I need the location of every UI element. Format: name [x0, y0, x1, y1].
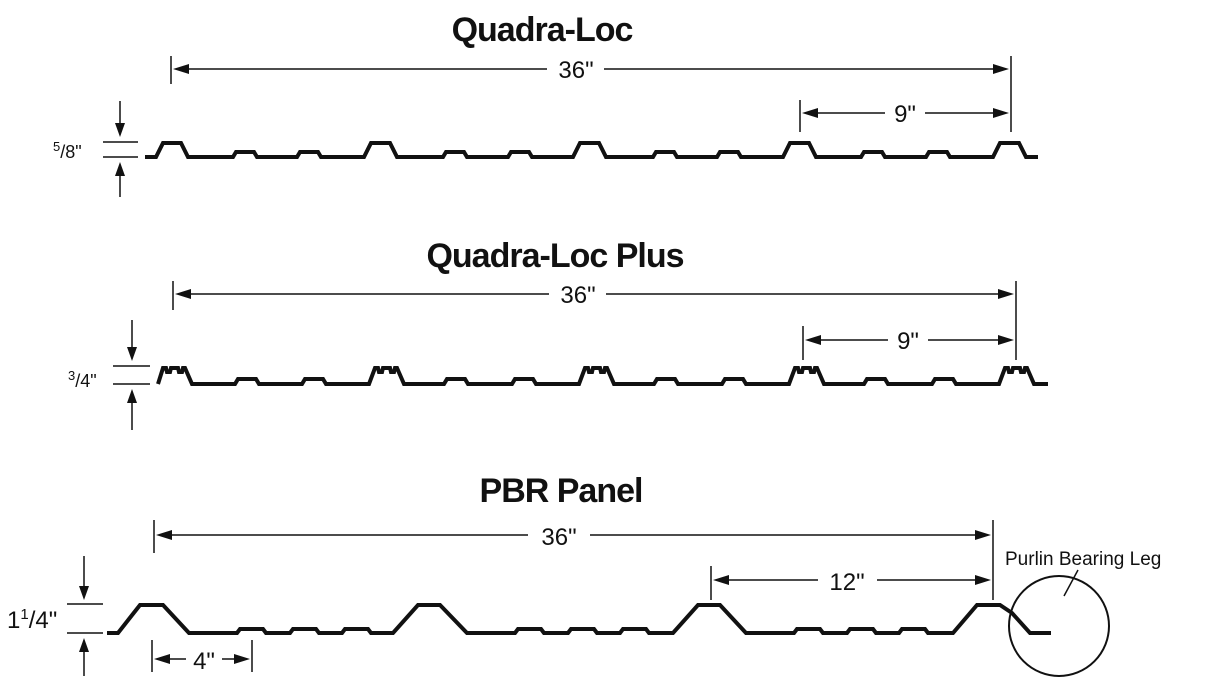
- pbr-panel-title: PBR Panel: [480, 472, 643, 510]
- arrow-up-icon: [79, 638, 89, 652]
- arrow-left-icon: [156, 530, 172, 540]
- pbr-profile: [107, 603, 1051, 635]
- quadra-loc-plus-profile: [156, 366, 1048, 386]
- height-denominator: 4: [80, 371, 90, 391]
- arrow-down-icon: [79, 586, 89, 600]
- quadra-loc-plus-spacing-label: 9": [897, 328, 919, 355]
- quadra-loc-width-label: 36": [558, 57, 593, 84]
- height-numerator: 3: [68, 368, 75, 383]
- height-whole: 1: [7, 607, 20, 634]
- arrow-down-icon: [127, 347, 137, 361]
- purlin-bearing-leg-label: Purlin Bearing Leg: [1005, 549, 1161, 570]
- height-unit: ": [90, 371, 96, 391]
- pbr-spacing-label: 12": [829, 569, 864, 596]
- arrow-right-icon: [998, 335, 1014, 345]
- quadra-loc-spacing-label: 9": [894, 101, 916, 128]
- height-numerator: 5: [53, 139, 60, 154]
- height-denominator: 8: [65, 142, 75, 162]
- quadra-loc-height-label: 5/8": [53, 139, 82, 162]
- arrow-right-icon: [998, 289, 1014, 299]
- arrow-left-icon: [805, 335, 821, 345]
- quadra-loc-profile: [145, 141, 1038, 159]
- arrow-left-icon: [154, 654, 170, 664]
- arrow-right-icon: [975, 575, 991, 585]
- quadra-loc-plus-panel: Quadra-Loc Plus 36" 9" 3/4": [68, 237, 1048, 430]
- quadra-loc-plus-width-label: 36": [560, 282, 595, 309]
- purlin-bearing-leg-circle: [1008, 575, 1110, 677]
- pbr-small-spacing-label: 4": [193, 648, 215, 675]
- arrow-down-icon: [115, 123, 125, 137]
- arrow-left-icon: [173, 64, 189, 74]
- arrow-up-icon: [115, 162, 125, 176]
- height-numerator: 1: [20, 606, 28, 623]
- arrow-right-icon: [993, 64, 1009, 74]
- quadra-loc-plus-title: Quadra-Loc Plus: [426, 237, 683, 275]
- pbr-panel: PBR Panel 36" 12" 4" 11/4": [7, 472, 1161, 677]
- height-unit: ": [49, 607, 58, 634]
- quadra-loc-title: Quadra-Loc: [452, 11, 633, 49]
- arrow-left-icon: [802, 108, 818, 118]
- arrow-right-icon: [975, 530, 991, 540]
- purlin-bearing-leg-leader: [1063, 569, 1079, 597]
- quadra-loc-panel: Quadra-Loc 36" 9" 5/8": [53, 11, 1038, 197]
- arrow-left-icon: [175, 289, 191, 299]
- height-unit: ": [75, 142, 81, 162]
- arrow-right-icon: [993, 108, 1009, 118]
- pbr-width-label: 36": [541, 524, 576, 551]
- height-denominator: 4: [35, 607, 48, 634]
- arrow-left-icon: [713, 575, 729, 585]
- pbr-height-label: 11/4": [7, 606, 57, 634]
- arrow-right-icon: [234, 654, 250, 664]
- quadra-loc-plus-height-label: 3/4": [68, 368, 97, 391]
- arrow-up-icon: [127, 389, 137, 403]
